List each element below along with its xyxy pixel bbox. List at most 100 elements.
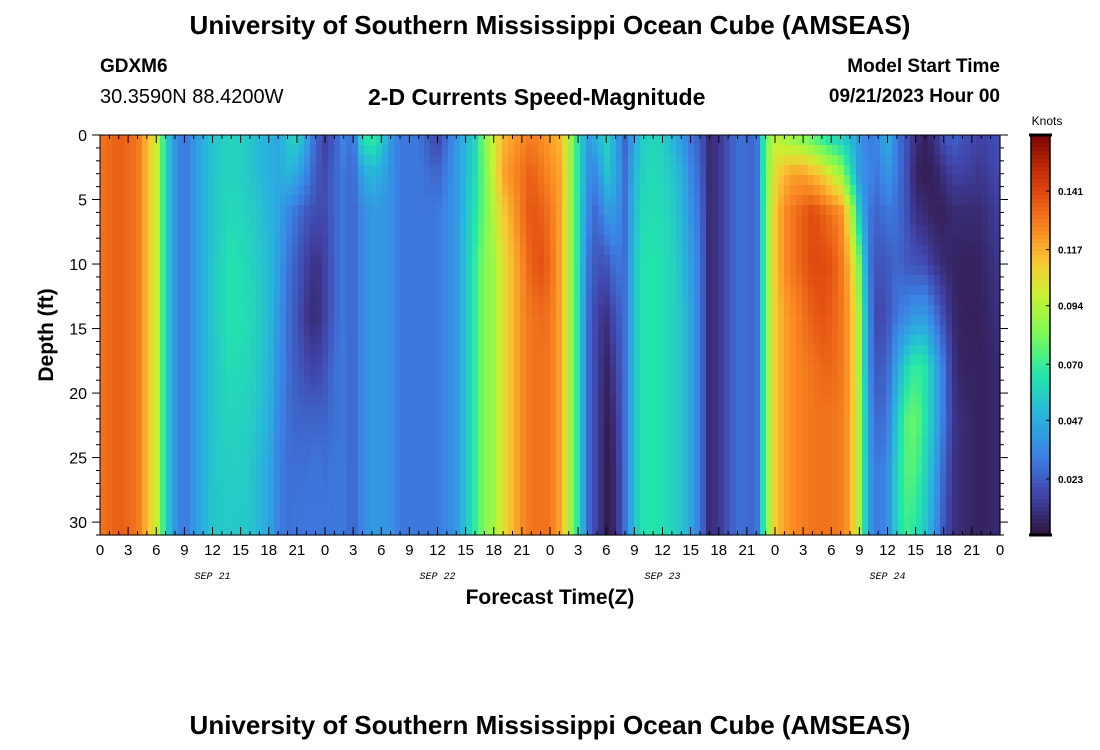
heatmap-cell [106,175,113,186]
heatmap-cell [586,295,593,306]
heatmap-cell [304,495,311,506]
heatmap-cell [526,375,533,386]
heatmap-cell [760,485,767,496]
heatmap-cell [706,435,713,446]
heatmap-cell [694,275,701,286]
heatmap-cell [472,345,479,356]
heatmap-cell [760,385,767,396]
heatmap-cell [496,435,503,446]
heatmap-cell [562,395,569,406]
heatmap-cell [202,305,209,316]
heatmap-cell [664,375,671,386]
heatmap-cell [466,135,473,146]
heatmap-cell [106,145,113,156]
heatmap-cell [514,525,521,536]
heatmap-cell [106,365,113,376]
heatmap-cell [118,195,125,206]
heatmap-cell [106,185,113,196]
heatmap-cell [634,325,641,336]
heatmap-cell [562,325,569,336]
heatmap-cell [544,295,551,306]
heatmap-cell [142,165,149,176]
heatmap-cell [448,325,455,336]
heatmap-cell [472,185,479,196]
heatmap-cell [700,205,707,216]
heatmap-cell [670,255,677,266]
heatmap-cell [172,275,179,286]
heatmap-cell [436,145,443,156]
heatmap-cell [520,515,527,526]
heatmap-cell [724,175,731,186]
heatmap-cell [826,145,833,156]
heatmap-cell [802,475,809,486]
heatmap-cell [514,185,521,196]
heatmap-cell [580,165,587,176]
heatmap-cell [322,515,329,526]
heatmap-cell [262,505,269,516]
heatmap-cell [742,235,749,246]
heatmap-cell [118,325,125,336]
heatmap-cell [226,395,233,406]
heatmap-cell [682,375,689,386]
heatmap-cell [322,395,329,406]
heatmap-cell [730,345,737,356]
heatmap-cell [832,395,839,406]
heatmap-cell [832,175,839,186]
heatmap-cell [250,355,257,366]
heatmap-cell [394,145,401,156]
heatmap-cell [502,245,509,256]
heatmap-cell [208,395,215,406]
heatmap-cell [442,395,449,406]
heatmap-cell [844,385,851,396]
heatmap-cell [304,515,311,526]
heatmap-cell [490,485,497,496]
heatmap-cell [106,525,113,536]
heatmap-cell [706,195,713,206]
heatmap-cell [772,175,779,186]
heatmap-cell [640,215,647,226]
heatmap-cell [466,305,473,316]
heatmap-cell [670,485,677,496]
heatmap-cell [370,415,377,426]
heatmap-cell [214,465,221,476]
heatmap-cell [586,345,593,356]
heatmap-cell [712,355,719,366]
heatmap-cell [280,345,287,356]
heatmap-cell [238,375,245,386]
heatmap-cell [748,135,755,146]
heatmap-cell [370,515,377,526]
heatmap-cell [694,365,701,376]
heatmap-cell [340,305,347,316]
heatmap-cell [466,525,473,536]
heatmap-cell [256,295,263,306]
heatmap-cell [154,255,161,266]
heatmap-cell [826,265,833,276]
heatmap-cell [232,245,239,256]
heatmap-cell [106,375,113,386]
heatmap-cell [682,285,689,296]
heatmap-cell [658,205,665,216]
heatmap-cell [496,205,503,216]
heatmap-cell [406,295,413,306]
heatmap-cell [646,235,653,246]
heatmap-cell [538,445,545,456]
heatmap-cell [424,365,431,376]
heatmap-cell [712,525,719,536]
heatmap-cell [808,195,815,206]
heatmap-cell [142,485,149,496]
heatmap-cell [154,175,161,186]
heatmap-cell [130,135,137,146]
heatmap-cell [268,205,275,216]
heatmap-cell [256,475,263,486]
heatmap-cell [142,455,149,466]
heatmap-cell [172,195,179,206]
heatmap-cell [358,325,365,336]
heatmap-cell [502,375,509,386]
heatmap-cell [166,475,173,486]
heatmap-cell [226,515,233,526]
heatmap-cell [376,185,383,196]
heatmap-cell [754,215,761,226]
heatmap-cell [718,155,725,166]
heatmap-cell [166,245,173,256]
heatmap-cell [346,475,353,486]
